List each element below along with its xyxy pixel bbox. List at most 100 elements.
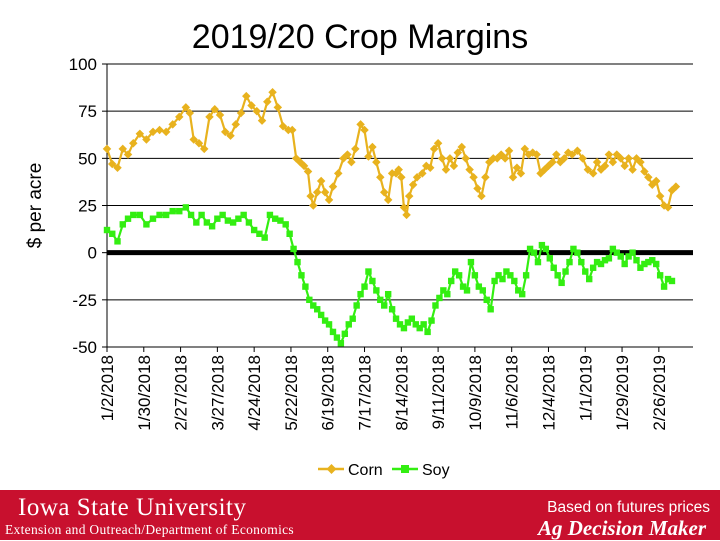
soy-point <box>518 290 526 298</box>
x-tick-label: 9/11/2018 <box>429 355 448 429</box>
soy-point <box>637 264 644 271</box>
chart-title: 2019/20 Crop Margins <box>191 18 529 56</box>
soy-point <box>277 217 284 224</box>
soy-point <box>530 249 538 256</box>
soy-point <box>455 272 463 279</box>
corn-point <box>102 144 112 154</box>
corn-point <box>257 116 267 125</box>
soy-point <box>333 334 341 341</box>
corn-point <box>226 131 235 140</box>
corn-point <box>334 169 343 178</box>
soy-point <box>589 264 597 271</box>
soy-point <box>143 221 150 228</box>
soy-point <box>302 283 309 290</box>
corn-point <box>181 103 191 112</box>
corn-point <box>461 154 470 163</box>
x-tick-label: 3/27/2018 <box>208 355 227 431</box>
soy-point <box>294 258 301 266</box>
soy-point <box>290 245 297 253</box>
x-tick-label: 10/9/2018 <box>466 355 485 431</box>
corn-point <box>118 144 128 154</box>
corn-point <box>433 138 443 148</box>
soy-point <box>495 272 502 279</box>
soy-point <box>451 268 459 275</box>
corn-point <box>469 172 478 182</box>
y-tick-label: -25 <box>72 291 97 310</box>
x-tick-label: 8/14/2018 <box>392 355 411 431</box>
corn-point <box>312 188 322 197</box>
corn-point <box>477 191 486 201</box>
soy-point <box>250 226 258 234</box>
department-line: Extension and Outreach/Department of Eco… <box>5 522 294 537</box>
legend-corn-marker <box>326 464 337 474</box>
soy-point <box>467 258 475 266</box>
soy-point <box>224 217 232 224</box>
soy-point <box>235 215 242 222</box>
soy-point <box>416 324 423 332</box>
legend-soy-label: Soy <box>422 462 450 479</box>
soy-point <box>499 275 506 283</box>
corn-point <box>185 108 195 118</box>
soy-point <box>526 245 534 253</box>
soy-point <box>404 319 412 326</box>
corn-point <box>481 172 490 182</box>
corn-point <box>402 210 411 220</box>
crop-margin-chart: 100 75 50 25 0 -25 -50 $ per acre 1/2/2018 1/30/2… <box>25 55 693 479</box>
series-line-soy <box>106 206 673 345</box>
soy-point <box>349 315 356 322</box>
x-tick-label: 4/24/2018 <box>245 355 264 431</box>
soy-point <box>593 258 601 266</box>
x-tick-label: 6/19/2018 <box>319 355 338 431</box>
soy-point <box>286 230 293 237</box>
corn-point <box>142 135 151 144</box>
x-tick-label: 2/27/2018 <box>172 355 191 431</box>
soy-point <box>546 255 553 262</box>
corn-point <box>328 182 338 191</box>
corn-point <box>445 154 455 163</box>
corn-point <box>399 203 409 212</box>
corn-point <box>624 154 633 163</box>
corn-point <box>306 191 315 201</box>
soy-point <box>522 272 530 279</box>
soy-point <box>329 328 337 336</box>
soy-point <box>656 272 664 279</box>
soy-point <box>586 275 593 283</box>
soy-point <box>645 258 652 266</box>
soy-point <box>491 277 498 285</box>
corn-point <box>320 188 330 197</box>
x-tick-label: 1/1/2019 <box>576 355 595 421</box>
soy-point <box>149 215 157 222</box>
corn-point <box>379 188 389 197</box>
soy-point <box>219 211 226 219</box>
x-tick-label: 7/17/2018 <box>356 355 375 431</box>
x-tick-label: 2/26/2019 <box>650 355 669 431</box>
soy-point <box>373 287 380 294</box>
corn-point <box>316 176 326 186</box>
soy-point <box>463 287 471 294</box>
corn-point <box>655 191 665 201</box>
y-tick-label: 75 <box>78 102 97 121</box>
soy-point <box>574 249 581 256</box>
soy-point <box>444 290 451 298</box>
corn-point <box>412 172 422 182</box>
soy-point <box>130 211 137 219</box>
soy-point <box>314 306 321 313</box>
corn-point <box>194 138 204 148</box>
soy-point <box>609 245 617 253</box>
corn-point <box>129 138 138 148</box>
y-tick-label: -50 <box>72 338 97 357</box>
legend-soy-marker <box>401 465 409 473</box>
soy-point <box>384 290 392 298</box>
corn-point <box>210 105 219 114</box>
soy-point <box>515 287 522 294</box>
soy-point <box>198 211 205 219</box>
corn-point <box>205 112 214 122</box>
soy-point <box>388 306 396 313</box>
soy-point <box>256 230 263 237</box>
y-axis-label: $ per acre <box>25 163 46 249</box>
corn-point <box>364 152 373 161</box>
corn-point <box>155 125 164 135</box>
soy-point <box>503 268 510 275</box>
soy-point <box>475 283 483 290</box>
soy-point <box>562 268 569 275</box>
